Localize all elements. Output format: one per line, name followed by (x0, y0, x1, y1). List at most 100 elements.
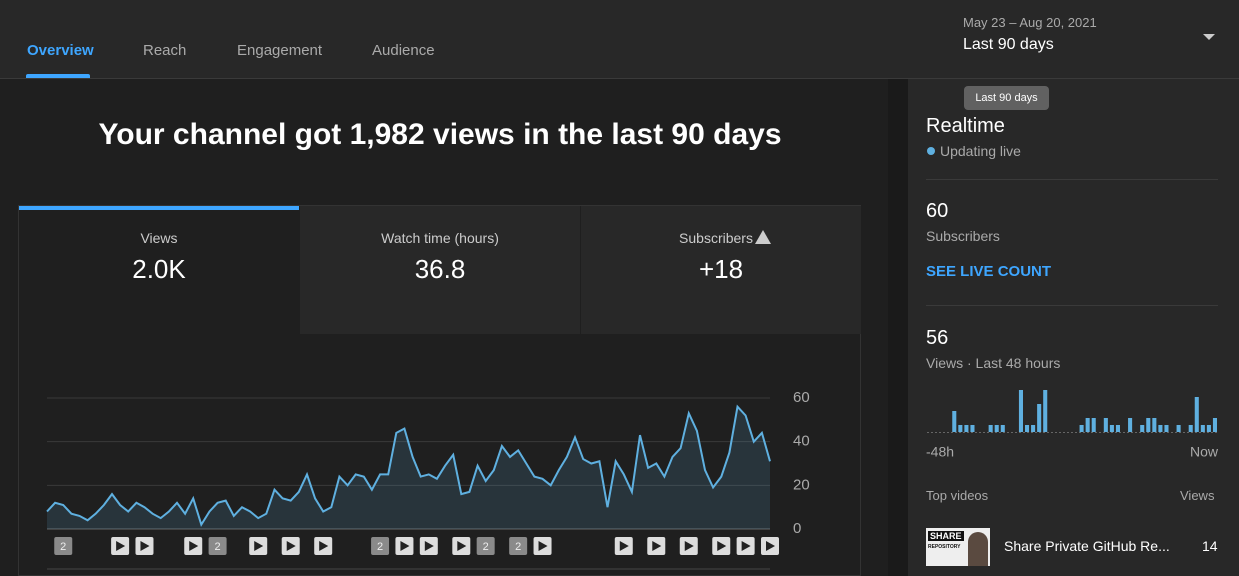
bar (1079, 425, 1084, 432)
bar (1115, 425, 1120, 432)
thumbnail-person (968, 532, 988, 566)
metric-value: +18 (698, 254, 744, 284)
bar (1188, 425, 1193, 432)
tooltip: Last 90 days (964, 86, 1049, 110)
bar (958, 425, 963, 432)
tab[interactable]: Reach (143, 42, 187, 59)
video-marker-label: 2 (377, 541, 383, 553)
bar (1128, 418, 1133, 432)
live-status: Updating live (940, 143, 1021, 159)
video-marker (371, 537, 390, 555)
x-label: -48h (926, 444, 954, 460)
tab[interactable]: Audience (372, 42, 435, 59)
date-label[interactable]: Last 90 days (963, 36, 1054, 53)
video-marker (509, 537, 528, 555)
metric-label: Watch time (hours) (381, 230, 499, 246)
y-tick-label: 0 (793, 520, 801, 537)
bar (1103, 418, 1108, 432)
thumbnail-subtext: REPOSITORY (928, 544, 961, 550)
video-marker (208, 537, 227, 555)
tab[interactable]: Overview (27, 42, 94, 59)
metric-card[interactable] (300, 206, 580, 334)
play-icon (766, 541, 775, 551)
video-marker-label: 2 (515, 541, 521, 553)
line (46, 404, 771, 527)
metric-card[interactable] (19, 206, 299, 334)
bar (1000, 425, 1005, 432)
play-icon (424, 541, 434, 551)
header (0, 0, 1239, 79)
metric-label: Subscribers (679, 230, 753, 246)
bar (970, 425, 975, 432)
bar (1109, 425, 1114, 432)
bar (1037, 404, 1042, 432)
bar (994, 425, 999, 432)
bar (1152, 418, 1157, 432)
play-icon (457, 541, 467, 551)
bar (1085, 418, 1090, 432)
video-views: 14 (1202, 538, 1218, 554)
bar (1200, 425, 1205, 432)
y-tick-label: 40 (793, 433, 810, 450)
play-icon (286, 541, 296, 551)
play-icon (619, 541, 629, 551)
bar (1206, 425, 1211, 432)
gutter (888, 79, 908, 576)
play-icon (717, 541, 727, 551)
thumbnail-text: SHARE (928, 531, 964, 541)
metric-card[interactable] (581, 206, 861, 334)
bar (1158, 425, 1163, 432)
dropdown-arrow[interactable] (1203, 34, 1215, 40)
video-marker (54, 537, 73, 555)
y-tick-label: 60 (793, 389, 810, 406)
bar (1025, 425, 1030, 432)
bar (1194, 397, 1199, 432)
warning-icon[interactable] (755, 230, 771, 244)
play-icon (254, 541, 264, 551)
bar (1146, 418, 1151, 432)
subscriber-label: Subscribers (926, 228, 1000, 244)
video-title[interactable]: Share Private GitHub Re... (1004, 538, 1170, 554)
play-icon (319, 541, 329, 551)
divider (926, 179, 1218, 180)
play-icon (684, 541, 694, 551)
bar (1091, 418, 1096, 432)
play-icon (652, 541, 662, 551)
video-marker-label: 2 (60, 541, 66, 553)
bar (1043, 390, 1048, 432)
metric-value: 36.8 (414, 254, 466, 284)
metric-label: Views (140, 230, 178, 246)
video-marker-label: 2 (483, 541, 489, 553)
bar (1176, 425, 1181, 432)
bar (1140, 425, 1145, 432)
play-icon (538, 541, 548, 551)
views-count: 56 (926, 327, 949, 349)
x-label: Now (1190, 444, 1219, 460)
headline: Your channel got 1,982 views in the last… (98, 118, 782, 151)
tab-indicator (26, 74, 90, 78)
views-column: Views (1180, 488, 1215, 503)
realtime-card (908, 97, 1239, 576)
realtime-title: Realtime (926, 115, 1005, 137)
bar (964, 425, 969, 432)
subscriber-count: 60 (926, 200, 949, 222)
bar (1031, 425, 1036, 432)
date-range[interactable]: May 23 – Aug 20, 2021 (963, 15, 1097, 30)
bar (1018, 390, 1023, 432)
thumbnail[interactable]: SHARE REPOSITORY (926, 528, 990, 566)
divider (926, 305, 1218, 306)
bar (1164, 425, 1169, 432)
top-videos-header: Top videos (926, 488, 989, 503)
live-count-link[interactable]: SEE LIVE COUNT (926, 263, 1052, 280)
bar (1212, 418, 1217, 432)
area (47, 406, 770, 529)
metric-value: 2.0K (132, 254, 186, 284)
play-icon (140, 541, 150, 551)
play-icon (741, 541, 751, 551)
tab[interactable]: Engagement (237, 42, 323, 59)
video-marker-label: 2 (215, 541, 221, 553)
bar (988, 425, 993, 432)
play-icon (116, 541, 126, 551)
